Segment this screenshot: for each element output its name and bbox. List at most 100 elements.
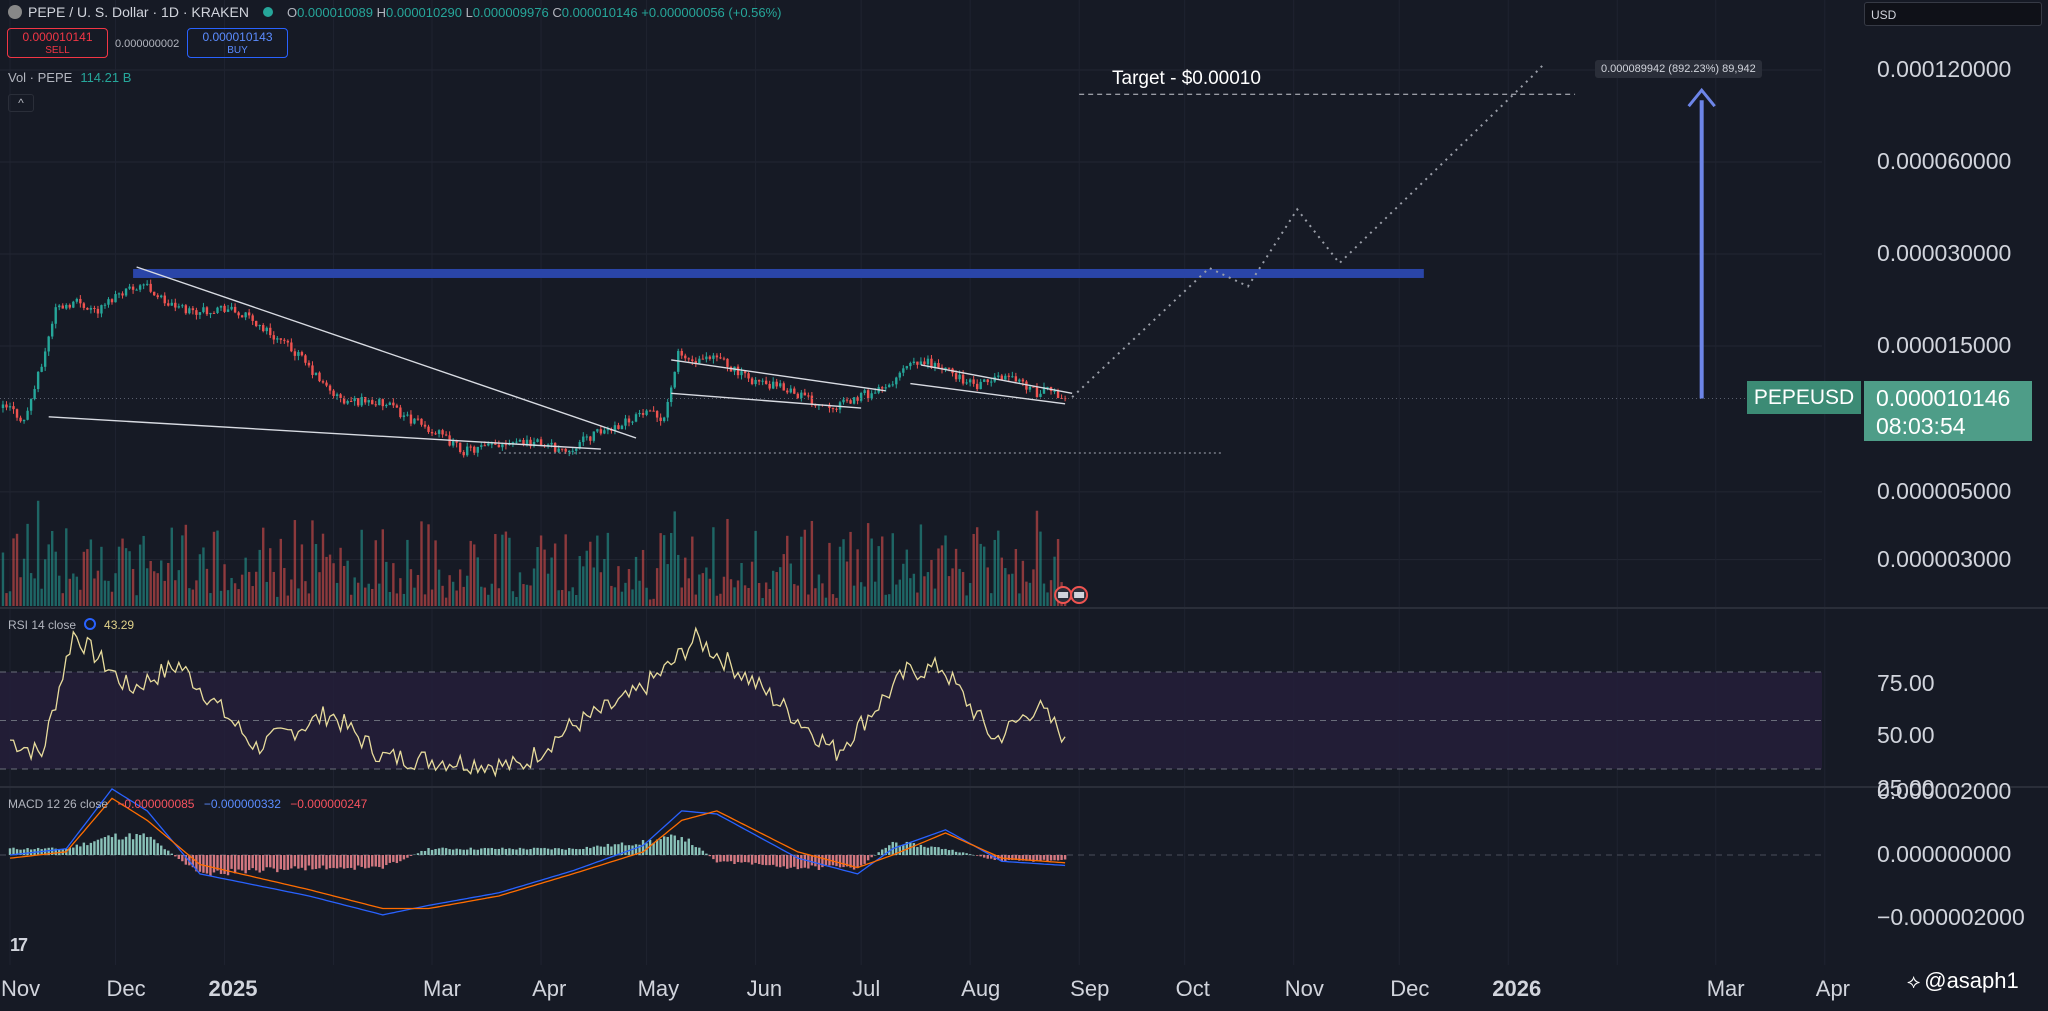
macd-histogram-bar: [923, 846, 926, 855]
volume-bar: [1028, 582, 1032, 606]
volume-bar: [761, 598, 764, 606]
candle-body: [420, 418, 423, 425]
macd-histogram-bar: [82, 842, 86, 855]
volume-bar: [877, 546, 880, 606]
candle-body: [413, 418, 416, 424]
volume-bar: [469, 540, 472, 606]
candle-body: [873, 392, 877, 394]
candle-body: [54, 307, 57, 324]
volume-bar: [311, 520, 314, 606]
volume-bar: [451, 581, 455, 606]
macd-histogram-bar: [138, 835, 142, 855]
candle-body: [835, 408, 838, 410]
candle-body: [508, 444, 511, 446]
macd-histogram-bar: [413, 854, 416, 856]
candle-body: [722, 358, 726, 360]
volume-bar: [304, 581, 307, 606]
volume-bar: [321, 533, 325, 606]
settings-icon[interactable]: [84, 618, 97, 630]
macd-histogram-bar: [881, 849, 884, 855]
macd-histogram-bar: [553, 848, 557, 855]
symbol-title[interactable]: PEPE / U. S. Dollar · 1D · KRAKEN: [28, 4, 249, 20]
last-price-tag: 0.000010146 08:03:54: [1864, 381, 2032, 441]
volume-bar: [849, 531, 852, 606]
macd-histogram-bar: [842, 855, 845, 868]
candle-body: [888, 384, 891, 388]
volume-bar: [353, 577, 356, 606]
candle-body: [1035, 387, 1039, 397]
buy-button[interactable]: 0.000010143 BUY: [187, 28, 288, 58]
volume-bar: [188, 588, 191, 606]
volume-bar: [135, 595, 138, 606]
candle-body: [750, 378, 754, 385]
volume-bar: [247, 571, 251, 606]
candle-body: [233, 306, 237, 313]
tradingview-logo-icon[interactable]: 17: [10, 935, 28, 955]
candle-body: [617, 425, 620, 430]
candle-body: [205, 307, 209, 315]
macd-histogram-bar: [631, 845, 634, 855]
volume-bar: [22, 558, 26, 606]
time-tick-label: Apr: [1815, 976, 1851, 1001]
volume-bar: [430, 589, 434, 606]
volume-bar: [606, 532, 610, 606]
macd-histogram-bar: [230, 855, 233, 869]
candle-body: [254, 320, 258, 327]
macd-histogram-bar: [793, 855, 796, 867]
macd-tick-label: −0.000002000: [1877, 904, 2025, 930]
currency-selector[interactable]: USD: [1864, 2, 2042, 26]
volume-bar: [349, 594, 353, 606]
volume-bar: [529, 585, 532, 606]
macd-histogram-bar: [93, 841, 96, 855]
volume-legend[interactable]: Vol · PEPE 114.21 B: [8, 70, 131, 85]
volume-bar: [473, 544, 476, 606]
volume-bar: [131, 568, 135, 606]
candle-body: [114, 294, 117, 303]
candle-body: [174, 302, 177, 308]
macd-histogram-bar: [525, 849, 529, 855]
macd-histogram-bar: [51, 847, 54, 855]
volume-bar: [909, 578, 912, 606]
candle-body: [8, 406, 12, 408]
rsi-legend[interactable]: RSI 14 close 43.29: [8, 618, 134, 632]
macd-histogram-bar: [72, 847, 75, 855]
macd-histogram-bar: [103, 836, 107, 855]
macd-tick-label: 0.000002000: [1877, 778, 2012, 804]
macd-histogram-bar: [596, 845, 599, 855]
volume-bar: [817, 574, 821, 606]
candle-body: [107, 299, 110, 305]
macd-histogram-bar: [677, 840, 680, 855]
candle-body: [47, 336, 50, 352]
candle-body: [26, 410, 29, 420]
macd-histogram-bar: [15, 849, 19, 855]
volume-bars: [1, 500, 1067, 606]
candle-body: [947, 367, 951, 369]
macd-histogram-bar: [944, 848, 947, 855]
macd-histogram-bar: [1028, 855, 1032, 861]
volume-bar: [631, 589, 634, 606]
macd-legend[interactable]: MACD 12 26 close −0.000000085 −0.0000003…: [8, 797, 367, 811]
collapse-legend-button[interactable]: ^: [8, 94, 34, 112]
candle-body: [184, 305, 188, 314]
volume-bar: [233, 583, 237, 606]
volume-bar: [786, 535, 789, 606]
candle-body: [356, 398, 360, 406]
volume-bar: [930, 559, 933, 606]
candle-body: [634, 414, 638, 422]
volume-bar: [279, 538, 283, 606]
candle-body: [75, 298, 79, 302]
macd-histogram-bar: [965, 853, 968, 855]
sell-button[interactable]: 0.000010141 SELL: [7, 28, 108, 58]
candle-body: [856, 397, 859, 401]
volume-bar: [1021, 560, 1025, 606]
macd-histogram-bar: [262, 855, 265, 871]
volume-bar: [356, 582, 360, 606]
volume-bar: [546, 573, 550, 606]
macd-histogram-bar: [669, 834, 673, 855]
candle-body: [163, 295, 166, 304]
candle-body: [761, 380, 764, 382]
macd-histogram-bar: [209, 855, 212, 877]
volume-bar: [775, 572, 778, 606]
candle-body: [1011, 376, 1014, 378]
